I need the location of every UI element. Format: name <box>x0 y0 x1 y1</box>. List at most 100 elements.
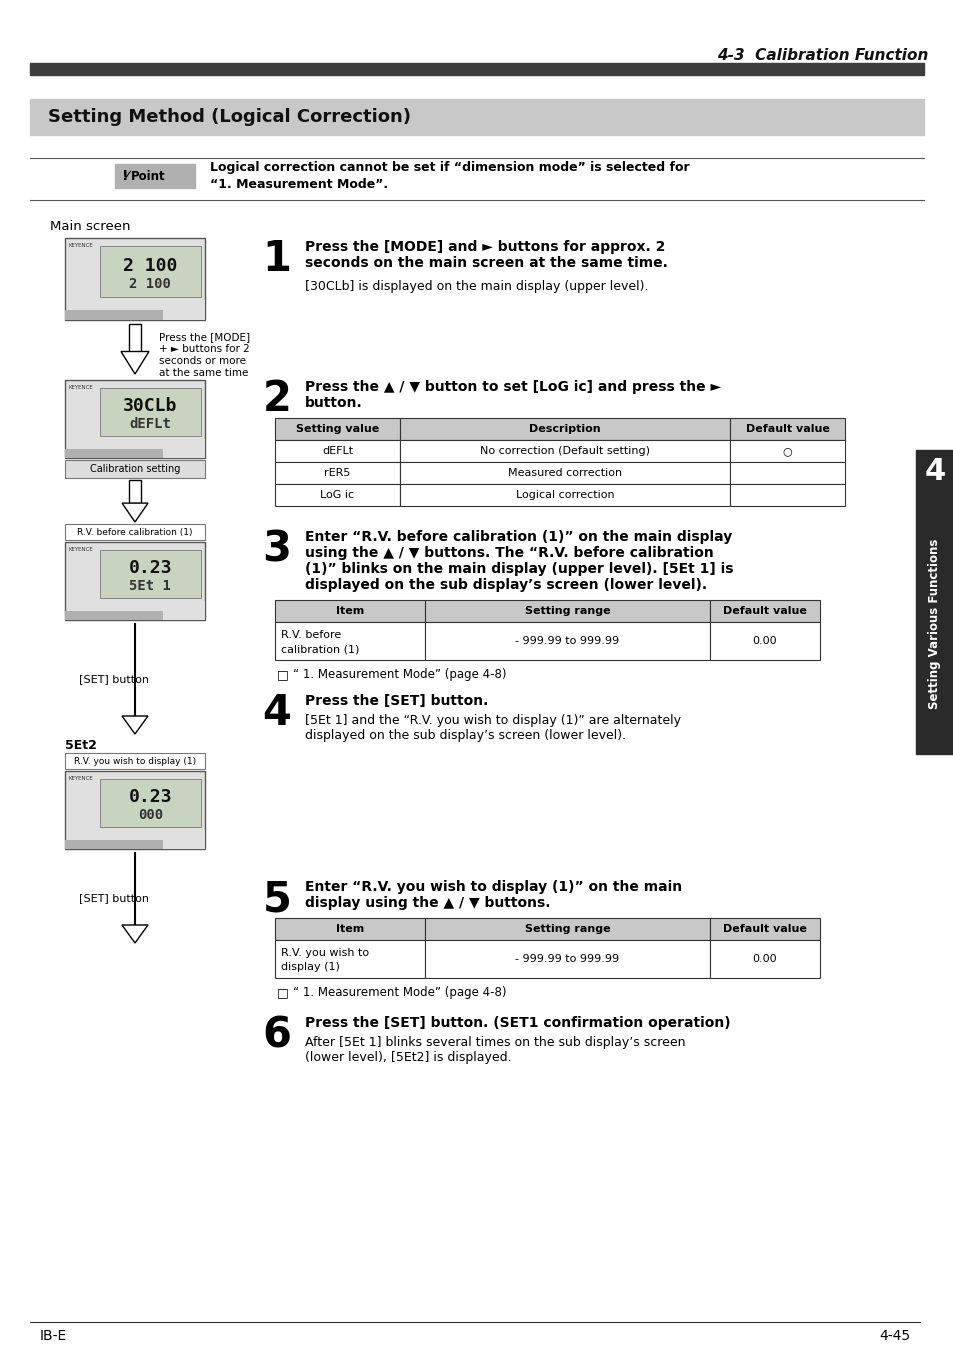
Text: displayed on the sub display’s screen (lower level).: displayed on the sub display’s screen (l… <box>305 729 625 742</box>
Bar <box>65 449 205 458</box>
Bar <box>65 238 205 320</box>
Bar <box>163 600 205 621</box>
Text: Point: Point <box>131 169 165 183</box>
Text: seconds on the main screen at the same time.: seconds on the main screen at the same t… <box>305 256 667 270</box>
Text: R.V. before calibration (1): R.V. before calibration (1) <box>77 527 193 537</box>
Bar <box>424 622 709 660</box>
Text: 2 100: 2 100 <box>123 257 177 274</box>
Text: Item: Item <box>335 606 364 617</box>
Text: Default value: Default value <box>745 425 828 434</box>
Text: R.V. you wish to display (1): R.V. you wish to display (1) <box>74 757 196 765</box>
Text: Setting Various Functions: Setting Various Functions <box>927 539 941 710</box>
Bar <box>709 940 820 977</box>
Bar <box>163 438 205 458</box>
Bar <box>424 940 709 977</box>
Polygon shape <box>122 925 148 942</box>
Bar <box>65 310 205 320</box>
Bar <box>729 439 844 462</box>
Bar <box>274 940 424 977</box>
Text: 2 100: 2 100 <box>130 277 172 291</box>
Bar <box>274 600 424 622</box>
Text: 3: 3 <box>262 529 292 571</box>
Text: Measured correction: Measured correction <box>507 468 621 479</box>
Text: 0.23: 0.23 <box>129 788 172 806</box>
Bar <box>915 450 953 493</box>
Text: dEFLt: dEFLt <box>130 416 172 431</box>
Bar <box>424 918 709 940</box>
Text: Press the [SET] button.: Press the [SET] button. <box>305 694 488 708</box>
Text: rER5: rER5 <box>324 468 351 479</box>
Bar <box>709 600 820 622</box>
Text: display using the ▲ / ▼ buttons.: display using the ▲ / ▼ buttons. <box>305 896 550 910</box>
Bar <box>729 418 844 439</box>
Text: Default value: Default value <box>722 923 806 934</box>
Text: Press the [MODE]: Press the [MODE] <box>159 333 250 342</box>
Text: - 999.99 to 999.99: - 999.99 to 999.99 <box>515 635 618 646</box>
Text: displayed on the sub display’s screen (lower level).: displayed on the sub display’s screen (l… <box>305 579 706 592</box>
Text: “ 1. Measurement Mode” (page 4-8): “ 1. Measurement Mode” (page 4-8) <box>293 668 506 681</box>
Text: [SET] button: [SET] button <box>79 894 149 903</box>
Text: 0.23: 0.23 <box>129 560 172 577</box>
Bar <box>163 300 205 320</box>
Text: 2: 2 <box>262 379 291 420</box>
Text: Enter “R.V. before calibration (1)” on the main display: Enter “R.V. before calibration (1)” on t… <box>305 530 732 544</box>
Text: KEYENCE: KEYENCE <box>69 243 93 247</box>
Text: IB-E: IB-E <box>40 1329 67 1343</box>
Bar <box>274 622 424 660</box>
Text: KEYENCE: KEYENCE <box>69 776 93 781</box>
Text: Press the [MODE] and ► buttons for approx. 2: Press the [MODE] and ► buttons for appro… <box>305 241 664 254</box>
Bar <box>30 99 923 135</box>
Text: 1: 1 <box>262 238 292 280</box>
Text: Setting range: Setting range <box>524 923 610 934</box>
Text: at the same time: at the same time <box>159 368 248 379</box>
Text: dEFLt: dEFLt <box>321 446 353 456</box>
Text: [SET] button: [SET] button <box>79 675 149 684</box>
Text: calibration (1): calibration (1) <box>281 644 359 654</box>
Text: □: □ <box>276 986 289 999</box>
Text: [30CLb] is displayed on the main display (upper level).: [30CLb] is displayed on the main display… <box>305 280 648 293</box>
Text: 4: 4 <box>923 457 944 487</box>
Bar <box>709 622 820 660</box>
Bar <box>100 388 200 437</box>
Bar <box>915 493 953 754</box>
Bar <box>30 64 923 74</box>
Text: “1. Measurement Mode”.: “1. Measurement Mode”. <box>210 178 388 192</box>
Text: - 999.99 to 999.99: - 999.99 to 999.99 <box>515 955 618 964</box>
Text: ○: ○ <box>781 446 792 456</box>
Bar <box>274 484 399 506</box>
Text: 5: 5 <box>262 877 291 919</box>
Polygon shape <box>122 503 148 522</box>
Text: 5Et 1: 5Et 1 <box>130 579 172 594</box>
Bar <box>274 439 399 462</box>
Text: Default value: Default value <box>722 606 806 617</box>
Bar <box>399 484 729 506</box>
Bar <box>274 418 399 439</box>
Text: 0.00: 0.00 <box>752 635 777 646</box>
Text: Logical correction: Logical correction <box>516 489 614 500</box>
Text: (lower level), [5Et2] is displayed.: (lower level), [5Et2] is displayed. <box>305 1051 511 1064</box>
Text: Press the ▲ / ▼ button to set [LoG ic] and press the ►: Press the ▲ / ▼ button to set [LoG ic] a… <box>305 380 720 393</box>
Text: “ 1. Measurement Mode” (page 4-8): “ 1. Measurement Mode” (page 4-8) <box>293 986 506 999</box>
Bar <box>65 525 205 539</box>
Bar <box>100 779 200 827</box>
Text: LoG ic: LoG ic <box>320 489 355 500</box>
Text: R.V. you wish to: R.V. you wish to <box>281 948 369 959</box>
Bar <box>163 830 205 849</box>
Text: display (1): display (1) <box>281 963 339 972</box>
Text: Calibration setting: Calibration setting <box>90 464 180 475</box>
Text: Setting range: Setting range <box>524 606 610 617</box>
Bar <box>65 611 205 621</box>
Text: Description: Description <box>529 425 600 434</box>
Polygon shape <box>122 717 148 734</box>
Bar <box>100 550 200 598</box>
Text: seconds or more: seconds or more <box>159 356 246 366</box>
Text: 5Et2: 5Et2 <box>65 740 97 752</box>
Text: Logical correction cannot be set if “dimension mode” is selected for: Logical correction cannot be set if “dim… <box>210 161 689 173</box>
Bar <box>274 918 424 940</box>
Text: !: ! <box>122 169 129 183</box>
Text: R.V. before: R.V. before <box>281 630 341 639</box>
Bar <box>399 462 729 484</box>
Text: No correction (Default setting): No correction (Default setting) <box>479 446 649 456</box>
Text: Setting Method (Logical Correction): Setting Method (Logical Correction) <box>48 108 411 126</box>
Text: button.: button. <box>305 396 362 410</box>
